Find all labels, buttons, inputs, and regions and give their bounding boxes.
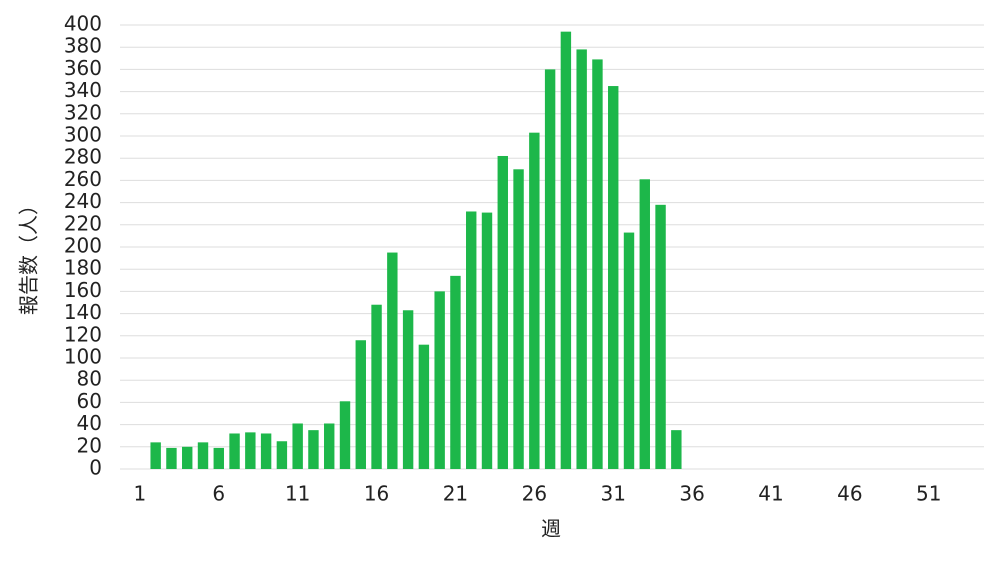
bar [418,344,430,469]
bar [466,211,477,470]
bar [513,169,524,470]
y-tick-label: 260 [64,167,102,191]
bar [560,31,572,469]
bar [608,86,619,470]
bar [371,304,382,469]
bar [308,430,319,469]
bar [197,442,209,469]
y-tick-label: 320 [64,100,102,124]
bar [387,252,398,469]
x-tick-label: 51 [916,482,941,506]
y-tick-label: 60 [77,389,102,413]
bar [576,49,587,470]
bar [339,401,351,469]
y-tick-label: 0 [89,456,102,480]
bar [655,204,666,469]
y-tick-label: 220 [64,211,102,235]
bar [276,441,288,469]
bar [182,446,193,469]
y-tick-label: 360 [64,56,102,80]
y-tick-label: 180 [64,256,102,280]
x-axis-label: 週 [541,517,561,541]
bar [592,59,603,469]
bar [434,291,445,469]
bar [229,433,240,469]
x-tick-label: 31 [600,482,625,506]
y-tick-label: 140 [64,300,102,324]
bar [166,447,177,469]
y-tick-label: 160 [64,278,102,302]
bar [260,433,272,469]
bar [213,447,224,469]
y-axis-label: 報告数（人） [17,195,41,315]
x-tick-label: 16 [364,482,389,506]
bar [245,432,256,469]
x-tick-label: 41 [758,482,783,506]
y-tick-label: 400 [64,12,102,36]
y-tick-label: 340 [64,78,102,102]
x-tick-label: 6 [212,482,225,506]
bar [150,442,161,469]
y-tick-label: 20 [77,433,102,457]
bar [671,430,682,469]
y-tick-label: 80 [77,367,102,391]
y-tick-label: 200 [64,234,102,258]
y-tick-label: 280 [64,145,102,169]
bar [292,423,303,469]
y-tick-label: 100 [64,345,102,369]
y-tick-label: 240 [64,189,102,213]
bar [481,212,493,469]
x-tick-label: 1 [134,482,147,506]
x-tick-label: 21 [443,482,468,506]
bar [324,423,335,469]
x-tick-label: 36 [679,482,704,506]
x-tick-label: 26 [522,482,547,506]
bar [450,275,461,469]
y-tick-label: 300 [64,123,102,147]
bar [623,232,635,469]
x-tick-label: 11 [285,482,310,506]
bar [497,155,508,470]
bar [544,69,556,470]
y-tick-label: 380 [64,34,102,58]
y-tick-label: 40 [77,411,102,435]
bar [355,340,366,469]
x-tick-label: 46 [837,482,862,506]
y-tick-label: 120 [64,322,102,346]
bar [529,132,540,470]
bar [639,179,650,470]
bar [402,310,414,469]
